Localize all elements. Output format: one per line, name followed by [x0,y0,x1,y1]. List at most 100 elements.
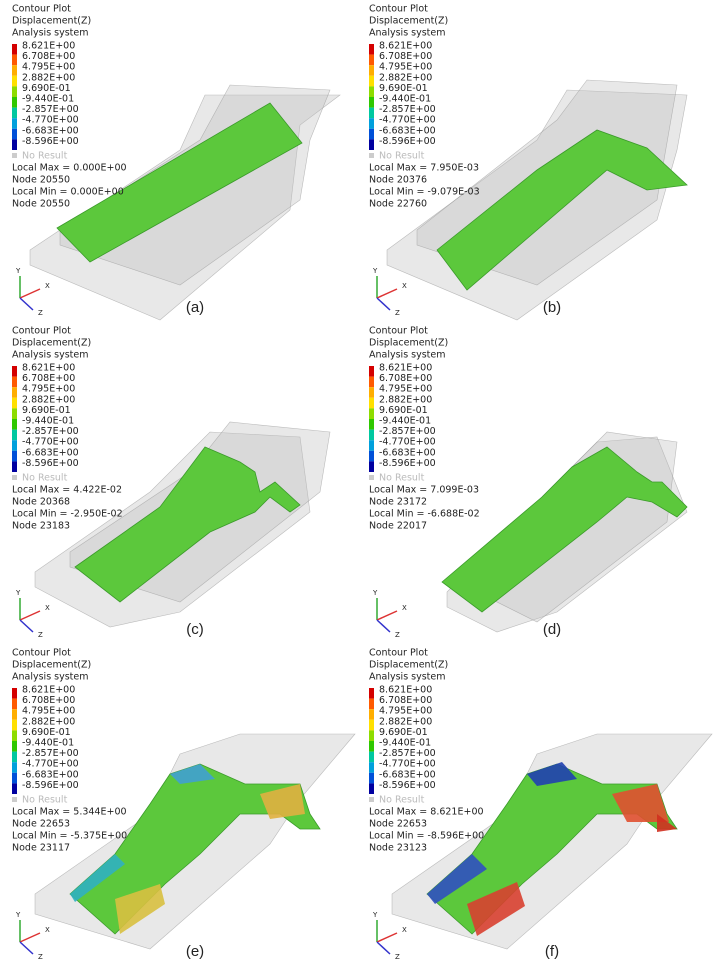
stat-line: Local Max = 7.099E-03 [369,485,479,496]
color-swatch [369,688,374,699]
legend-label: 2.882E+00 [379,394,432,405]
header-line: Analysis system [12,28,89,39]
legend-label: 9.690E-01 [22,727,71,738]
no-result-swatch [12,797,17,802]
axis-label: Z [395,309,400,317]
legend-label: -9.440E-01 [22,738,74,749]
legend-label: 4.795E+00 [22,706,75,717]
axis-z [376,941,391,955]
contour-patch [170,764,215,784]
legend-label: 9.690E-01 [379,83,428,94]
legend-label: -4.770E+00 [379,115,436,126]
axis-label: Y [15,589,21,597]
legend-label: -2.857E+00 [22,426,79,437]
color-swatch [369,730,374,741]
color-swatch [369,139,374,150]
axis-label: Z [395,631,400,639]
stat-line: Node 22017 [369,521,427,532]
axis-x [376,932,398,943]
axis-label: Y [372,911,378,919]
axis-z [19,297,34,311]
color-swatch [369,366,374,377]
no-result: No Result [379,151,425,162]
color-swatch [12,397,17,409]
color-swatch [12,366,17,377]
legend-label: -2.857E+00 [22,748,79,759]
sheet [56,102,303,263]
legend-label: -8.596E+00 [379,136,436,147]
legend-label: 2.882E+00 [22,716,75,727]
stat-line: Node 20368 [12,497,70,508]
stat-line: Node 23123 [369,843,427,854]
color-swatch [369,783,374,794]
color-swatch [12,772,17,784]
axis-label: Y [15,911,21,919]
color-swatch [369,419,374,430]
color-swatch [369,762,374,773]
contour-patch [527,762,577,786]
color-swatch [12,783,17,794]
color-swatch [369,450,374,462]
stat-line: Node 22653 [12,819,70,830]
color-swatch [369,107,374,119]
color-swatch [369,118,374,129]
color-swatch [369,719,374,731]
stat-line: Local Min = 0.000E+00 [12,187,124,198]
no-result-swatch [369,797,374,802]
no-result: No Result [22,473,68,484]
legend-label: -6.683E+00 [22,447,79,458]
legend-label: 4.795E+00 [379,384,432,395]
legend-label: -4.770E+00 [379,437,436,448]
legend-label: 2.882E+00 [379,72,432,83]
legend-label: 6.708E+00 [22,695,75,706]
legend-label: 9.690E-01 [22,83,71,94]
legend-label: -9.440E-01 [22,416,74,427]
color-swatch [369,75,374,87]
color-swatch [12,44,17,55]
color-swatch [369,772,374,784]
header-line: Contour Plot [12,4,71,15]
legend-label: 6.708E+00 [22,373,75,384]
stat-line: Local Min = -5.375E+00 [12,831,127,842]
color-swatch [369,429,374,441]
axis-z [19,619,34,633]
legend-label: 6.708E+00 [22,51,75,62]
color-swatch [12,730,17,741]
legend-label: -6.683E+00 [379,125,436,136]
contour-patch [260,784,305,819]
caption: (e) [186,943,204,960]
caption: (b) [543,299,561,316]
stat-line: Node 22760 [369,199,427,210]
legend-label: 2.882E+00 [379,716,432,727]
header-line: Displacement(Z) [369,338,448,349]
stat-line: Node 23183 [12,521,70,532]
color-swatch [12,118,17,129]
color-swatch [12,128,17,140]
color-swatch [369,461,374,472]
legend-label: -8.596E+00 [379,458,436,469]
stat-line: Node 22653 [369,819,427,830]
axis-x [376,610,398,621]
legend-label: -6.683E+00 [379,769,436,780]
color-swatch [12,376,17,388]
axis-label: Z [395,953,400,961]
header-line: Analysis system [12,672,89,683]
stat-line: Local Max = 8.621E+00 [369,807,484,818]
axis-label: X [45,282,50,290]
stat-line: Node 20550 [12,175,70,186]
no-result: No Result [22,795,68,806]
header-line: Displacement(Z) [12,660,91,671]
legend-label: 9.690E-01 [379,405,428,416]
color-swatch [12,54,17,66]
legend-label: 9.690E-01 [22,405,71,416]
legend-label: -9.440E-01 [379,738,431,749]
color-swatch [369,44,374,55]
color-swatch [12,86,17,97]
contour-patch [612,784,669,822]
legend-label: -4.770E+00 [379,759,436,770]
color-swatch [369,54,374,66]
stat-line: Local Max = 5.344E+00 [12,807,127,818]
color-swatch [369,128,374,140]
legend-label: -8.596E+00 [22,780,79,791]
